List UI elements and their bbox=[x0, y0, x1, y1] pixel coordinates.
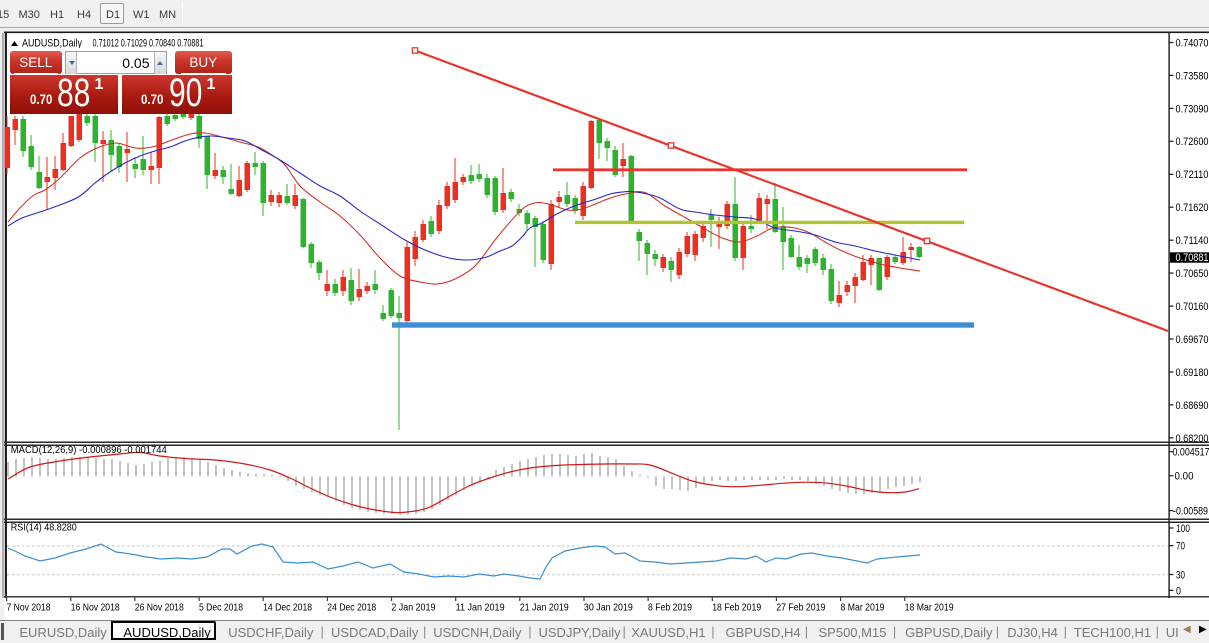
svg-text:18 Feb 2019: 18 Feb 2019 bbox=[712, 602, 761, 614]
svg-text:0.71620: 0.71620 bbox=[1176, 202, 1209, 214]
svg-text:26 Nov 2018: 26 Nov 2018 bbox=[135, 602, 184, 614]
svg-text:AUDUSD,Daily: AUDUSD,Daily bbox=[22, 38, 82, 50]
svg-text:0.73090: 0.73090 bbox=[1176, 103, 1209, 115]
svg-text:30 Jan 2019: 30 Jan 2019 bbox=[584, 602, 633, 614]
svg-text:18 Mar 2019: 18 Mar 2019 bbox=[905, 602, 954, 614]
svg-text:0.71012 0.71029 0.70840 0.7088: 0.71012 0.71029 0.70840 0.70881 bbox=[93, 38, 204, 50]
svg-text:0.70160: 0.70160 bbox=[1176, 301, 1209, 313]
svg-text:MACD(12,26,9) -0.000896 -0.001: MACD(12,26,9) -0.000896 -0.001744 bbox=[11, 444, 167, 456]
svg-text:24 Dec 2018: 24 Dec 2018 bbox=[327, 602, 376, 614]
svg-text:0.70650: 0.70650 bbox=[1176, 268, 1209, 280]
svg-text:27 Feb 2019: 27 Feb 2019 bbox=[776, 602, 825, 614]
svg-text:0.72600: 0.72600 bbox=[1176, 136, 1209, 148]
svg-text:2 Jan 2019: 2 Jan 2019 bbox=[391, 602, 435, 614]
svg-text:0: 0 bbox=[1176, 585, 1181, 597]
svg-text:-0.00589: -0.00589 bbox=[1173, 506, 1208, 518]
svg-text:14 Dec 2018: 14 Dec 2018 bbox=[263, 602, 312, 614]
svg-text:0.72110: 0.72110 bbox=[1176, 169, 1209, 181]
svg-text:0.71140: 0.71140 bbox=[1176, 235, 1209, 247]
svg-text:0.69670: 0.69670 bbox=[1176, 334, 1209, 346]
svg-text:100: 100 bbox=[1176, 523, 1190, 535]
svg-text:5 Dec 2018: 5 Dec 2018 bbox=[199, 602, 243, 614]
svg-text:30: 30 bbox=[1176, 569, 1185, 581]
svg-text:0.70881: 0.70881 bbox=[1176, 252, 1209, 264]
svg-text:8 Feb 2019: 8 Feb 2019 bbox=[648, 602, 692, 614]
svg-text:7 Nov 2018: 7 Nov 2018 bbox=[7, 602, 51, 614]
svg-text:16 Nov 2018: 16 Nov 2018 bbox=[71, 602, 120, 614]
svg-text:0.73580: 0.73580 bbox=[1176, 70, 1209, 82]
svg-text:8 Mar 2019: 8 Mar 2019 bbox=[841, 602, 885, 614]
svg-text:0.68690: 0.68690 bbox=[1176, 400, 1209, 412]
svg-text:0.69180: 0.69180 bbox=[1176, 367, 1209, 379]
svg-text:70: 70 bbox=[1176, 541, 1185, 553]
svg-text:0.00: 0.00 bbox=[1175, 471, 1194, 483]
svg-text:21 Jan 2019: 21 Jan 2019 bbox=[520, 602, 569, 614]
svg-text:RSI(14) 48.8280: RSI(14) 48.8280 bbox=[11, 522, 77, 534]
svg-text:0.004517: 0.004517 bbox=[1173, 447, 1209, 459]
svg-text:0.74070: 0.74070 bbox=[1176, 37, 1209, 49]
svg-text:11 Jan 2019: 11 Jan 2019 bbox=[456, 602, 505, 614]
svg-text:0.68200: 0.68200 bbox=[1176, 433, 1209, 445]
